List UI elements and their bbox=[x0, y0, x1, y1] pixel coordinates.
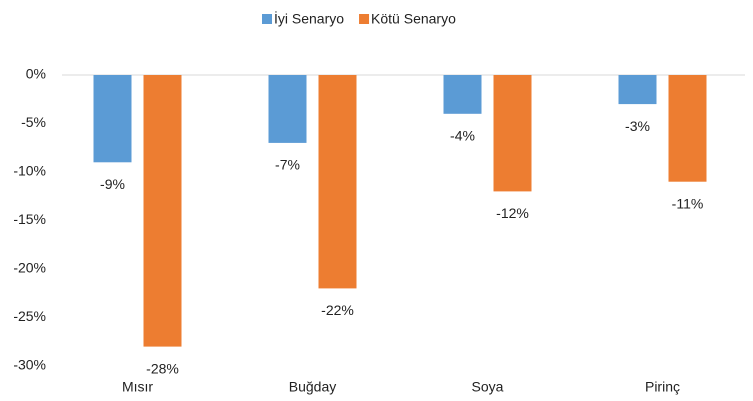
bar bbox=[268, 75, 307, 143]
data-label: -3% bbox=[625, 118, 650, 134]
bar bbox=[668, 75, 707, 182]
x-tick-label: Pirinç bbox=[645, 379, 680, 395]
bar bbox=[443, 75, 482, 114]
data-label: -28% bbox=[146, 360, 179, 376]
bar bbox=[618, 75, 657, 105]
bar bbox=[318, 75, 357, 289]
legend-swatch bbox=[359, 14, 370, 24]
legend-label: İyi Senaryo bbox=[274, 10, 344, 27]
data-label: -11% bbox=[672, 195, 704, 211]
bar bbox=[493, 75, 532, 192]
data-label: -12% bbox=[496, 205, 529, 221]
y-tick-label: 0% bbox=[26, 66, 46, 82]
y-tick-label: -15% bbox=[13, 211, 46, 227]
legend-label: Kötü Senaryo bbox=[371, 11, 456, 27]
y-tick-label: -10% bbox=[13, 163, 46, 179]
x-tick-label: Mısır bbox=[122, 379, 153, 395]
bar bbox=[93, 75, 132, 163]
data-label: -4% bbox=[450, 128, 475, 144]
x-tick-label: Buğday bbox=[289, 379, 336, 395]
y-tick-label: -30% bbox=[13, 357, 46, 373]
x-tick-label: Soya bbox=[472, 379, 504, 395]
data-label: -22% bbox=[321, 302, 354, 318]
y-tick-label: -5% bbox=[21, 114, 46, 130]
legend-swatch bbox=[262, 14, 272, 24]
bar bbox=[143, 75, 182, 347]
y-tick-label: -20% bbox=[13, 260, 46, 276]
data-label: -7% bbox=[275, 157, 300, 173]
data-label: -9% bbox=[100, 176, 125, 192]
y-tick-label: -25% bbox=[13, 308, 46, 324]
